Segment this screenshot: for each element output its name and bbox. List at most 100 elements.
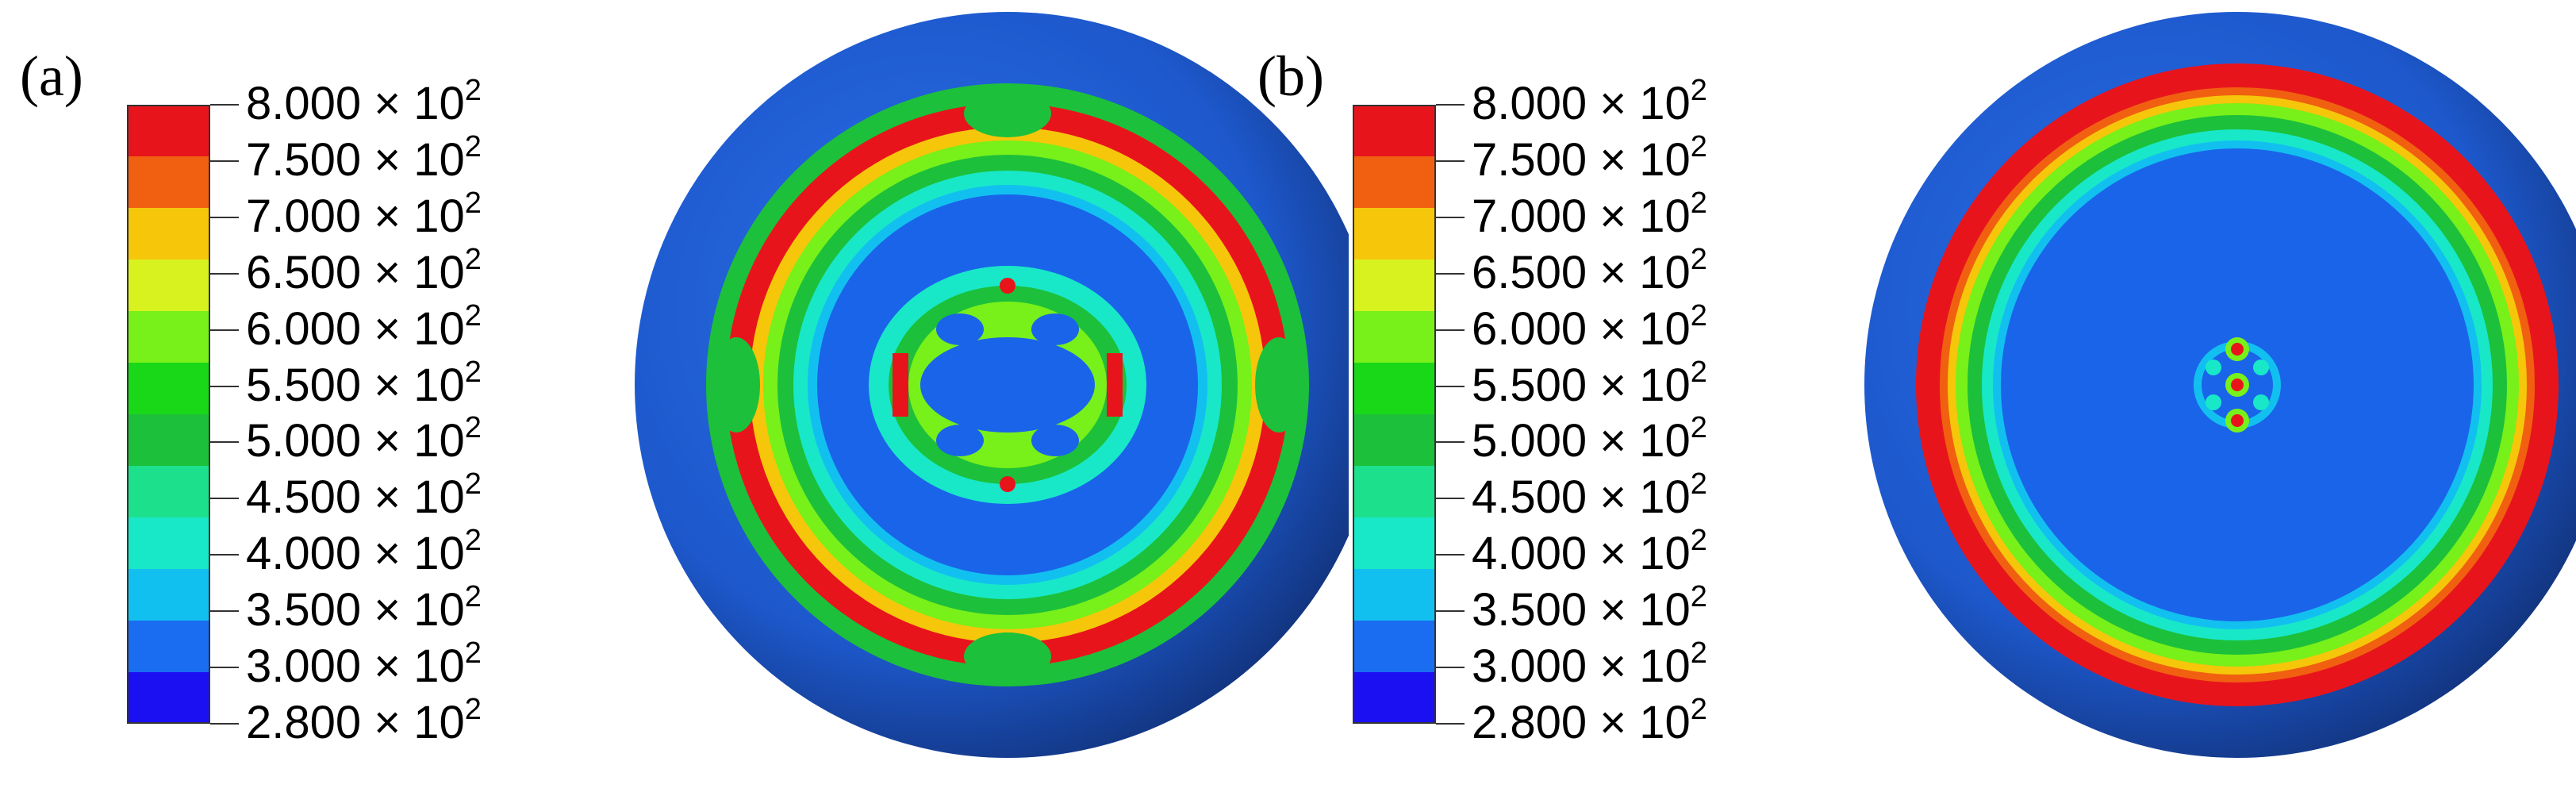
legend-tick-label: 7.000 × 102 — [1472, 188, 1707, 240]
legend-exponent: 2 — [464, 129, 482, 163]
legend-multiplier: × 10 — [361, 697, 465, 748]
legend-exponent: 2 — [1690, 411, 1707, 445]
legend-multiplier: × 10 — [361, 584, 465, 636]
legend-exponent: 2 — [1690, 355, 1707, 389]
legend-value: 5.000 — [1472, 415, 1587, 467]
temperature-contour-disc-a — [635, 12, 1349, 758]
legend-value: 4.500 — [246, 471, 362, 524]
legend-exponent: 2 — [464, 355, 482, 389]
legend-tick-label: 4.000 × 102 — [1472, 525, 1707, 577]
legend-tick-label: 3.000 × 102 — [246, 638, 482, 690]
legend-tick-label: 7.500 × 102 — [1472, 132, 1707, 186]
legend-value: 7.500 — [246, 133, 362, 186]
legend-tick-label: 4.500 × 102 — [246, 469, 482, 521]
legend-tick-label: 4.500 × 102 — [1472, 469, 1707, 521]
legend-value: 5.500 — [1472, 359, 1587, 411]
legend-exponent: 2 — [1690, 580, 1707, 614]
legend-tick-label: 2.800 × 102 — [1472, 694, 1707, 748]
legend-multiplier: × 10 — [1587, 246, 1691, 298]
legend-tick — [210, 104, 239, 106]
legend-value: 6.000 — [246, 302, 362, 355]
legend-multiplier: × 10 — [1587, 359, 1691, 411]
legend-tick-label: 8.000 × 102 — [246, 75, 482, 129]
core-cool-patch — [2206, 394, 2221, 410]
legend-exponent: 2 — [464, 467, 482, 502]
legend-multiplier: × 10 — [1587, 471, 1691, 524]
legend-tick-label: 5.000 × 102 — [1472, 413, 1707, 467]
legend-value: 6.500 — [1472, 246, 1587, 298]
legend-tick-label: 3.000 × 102 — [1472, 638, 1707, 690]
legend-multiplier: × 10 — [1587, 302, 1691, 355]
legend-value: 3.500 — [1472, 584, 1587, 636]
legend-multiplier: × 10 — [1587, 133, 1691, 186]
legend-swatch — [127, 517, 210, 569]
ring-gap — [964, 632, 1051, 680]
legend-tick — [210, 667, 239, 669]
legend-tick — [210, 610, 239, 613]
legend-exponent: 2 — [464, 693, 482, 726]
legend-tick-label: 6.500 × 102 — [246, 244, 482, 298]
legend-tick — [1436, 104, 1465, 106]
legend-swatch — [1353, 156, 1436, 208]
legend-tick-label: 6.000 × 102 — [1472, 301, 1707, 355]
legend-exponent: 2 — [1690, 186, 1707, 220]
legend-value: 7.000 — [1472, 190, 1587, 242]
legend-multiplier: × 10 — [361, 78, 465, 129]
core-hotspot — [2231, 343, 2244, 356]
legend-exponent: 2 — [1690, 636, 1707, 671]
legend-exponent: 2 — [1690, 693, 1707, 726]
legend-exponent: 2 — [1690, 298, 1707, 333]
legend-exponent: 2 — [464, 524, 482, 558]
legend-tick-label: 7.000 × 102 — [246, 188, 482, 240]
legend-value: 5.500 — [246, 359, 362, 411]
legend-tick — [1436, 610, 1465, 613]
legend-value: 3.500 — [246, 584, 362, 636]
temperature-contour-disc-b — [1864, 12, 2576, 758]
legend-tick-label: 3.500 × 102 — [246, 582, 482, 636]
legend-multiplier: × 10 — [1587, 78, 1691, 129]
legend-tick — [1436, 723, 1465, 725]
legend-multiplier: × 10 — [361, 246, 465, 298]
panel-a: (a) 8.000 × 102 7.500 × 102 7.000 × 102 6.5… — [0, 0, 1349, 792]
ring-gap — [712, 337, 760, 433]
legend-swatch — [1353, 621, 1436, 672]
core-cool-patch — [936, 425, 984, 456]
legend-value: 4.500 — [1472, 471, 1587, 524]
legend-tick — [1436, 160, 1465, 162]
legend-tick-label: 4.000 × 102 — [246, 525, 482, 580]
legend-value: 2.800 — [1472, 697, 1587, 748]
core-cool-patch — [936, 313, 984, 345]
core-cool-patch — [2206, 359, 2221, 375]
legend-swatch — [127, 621, 210, 672]
legend-tick — [210, 554, 239, 556]
legend-value: 8.000 — [1472, 78, 1587, 129]
legend-multiplier: × 10 — [1587, 640, 1691, 693]
legend-multiplier: × 10 — [361, 528, 465, 580]
legend-exponent: 2 — [464, 636, 482, 671]
legend-multiplier: × 10 — [361, 190, 465, 242]
legend-value: 3.000 — [246, 640, 362, 693]
legend-exponent: 2 — [1690, 467, 1707, 502]
legend-exponent: 2 — [464, 298, 482, 333]
legend-swatch — [1353, 208, 1436, 260]
legend-tick — [1436, 216, 1465, 218]
legend-value: 6.000 — [1472, 302, 1587, 355]
legend-multiplier: × 10 — [1587, 190, 1691, 242]
legend-swatch — [127, 208, 210, 260]
legend-value: 3.000 — [1472, 640, 1587, 693]
legend-multiplier: × 10 — [1587, 697, 1691, 748]
legend-swatch — [127, 105, 210, 156]
legend-swatch — [1353, 517, 1436, 569]
legend-tick-label: 6.000 × 102 — [246, 301, 482, 355]
legend-multiplier: × 10 — [1587, 415, 1691, 467]
legend-tick — [210, 385, 239, 387]
legend-value: 8.000 — [246, 78, 362, 129]
legend-swatch — [1353, 466, 1436, 517]
legend-tick — [210, 723, 239, 725]
legend-tick — [1436, 385, 1465, 387]
legend-value: 7.500 — [1472, 133, 1587, 186]
legend-tick — [1436, 554, 1465, 556]
panel-label: (a) — [20, 44, 83, 108]
legend-exponent: 2 — [464, 411, 482, 445]
legend-multiplier: × 10 — [1587, 584, 1691, 636]
